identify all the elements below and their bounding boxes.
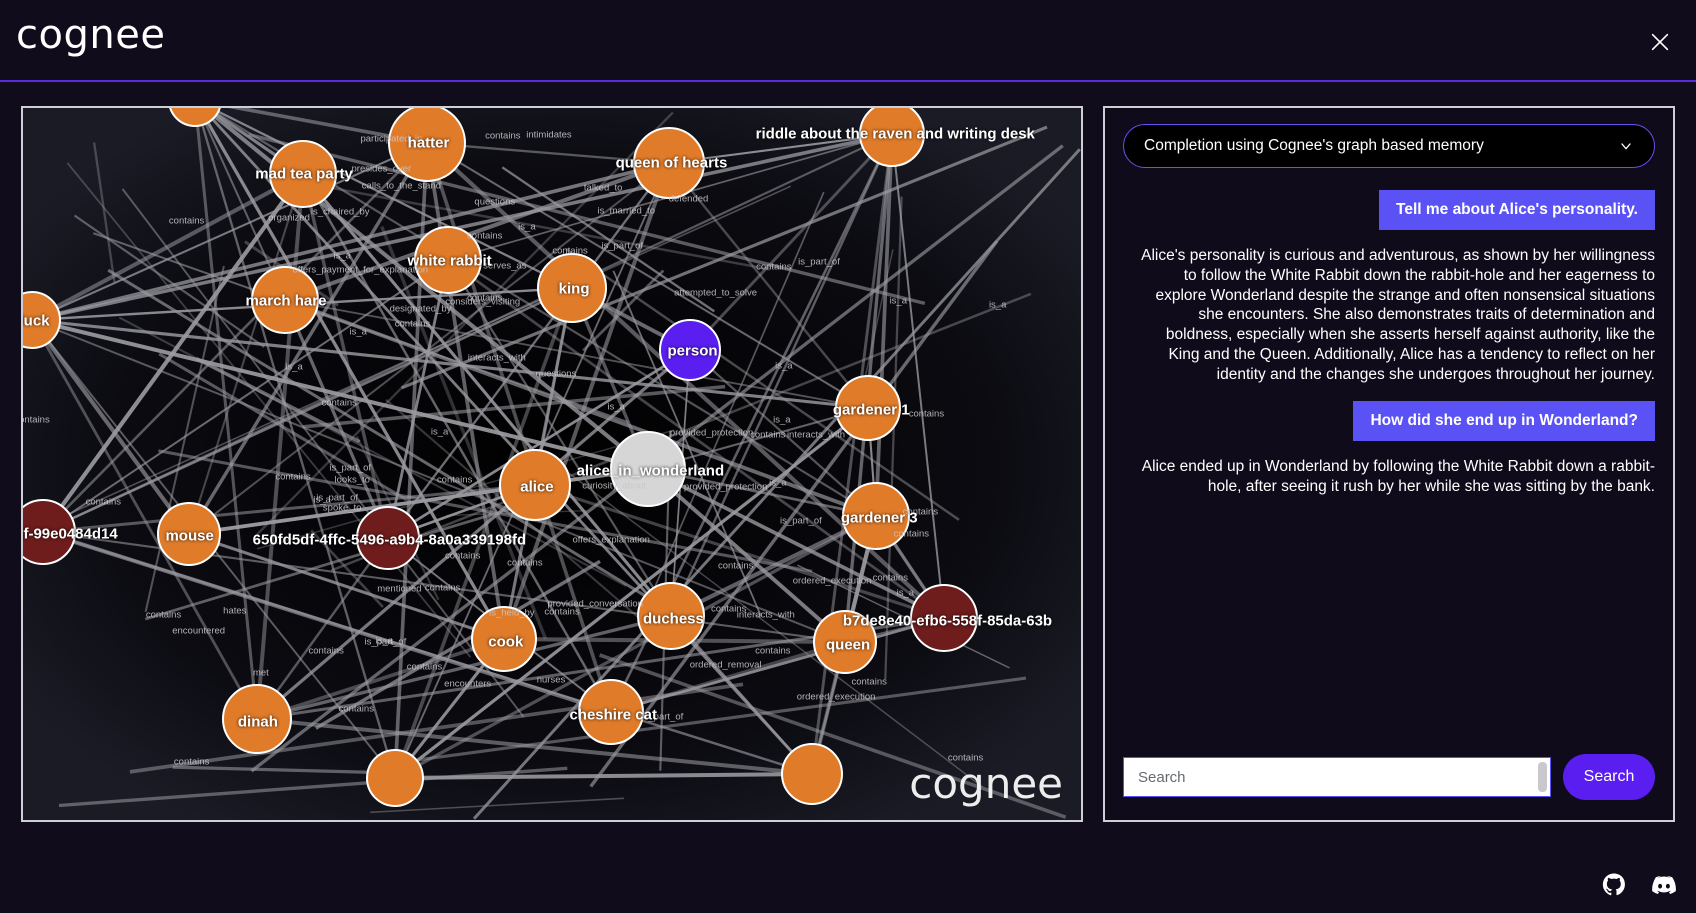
search-submit-button[interactable]: Search bbox=[1563, 754, 1655, 800]
graph-node[interactable] bbox=[414, 226, 482, 294]
chat-message-text: How did she end up in Wonderland? bbox=[1353, 400, 1655, 441]
graph-node[interactable] bbox=[637, 582, 705, 650]
close-button[interactable] bbox=[1638, 20, 1682, 64]
graph-node[interactable] bbox=[356, 506, 420, 570]
graph-visualization-panel[interactable]: contains participated_in contains intimidat… bbox=[21, 106, 1083, 822]
chat-message-user: How did she end up in Wonderland? bbox=[1123, 400, 1655, 441]
graph-node[interactable] bbox=[633, 127, 705, 199]
chat-thread: Tell me about Alice's personality. Alice'… bbox=[1105, 168, 1673, 754]
graph-node[interactable] bbox=[388, 108, 466, 182]
search-mode-value: Completion using Cognee's graph based me… bbox=[1144, 137, 1484, 154]
github-icon[interactable] bbox=[1602, 873, 1626, 897]
graph-node[interactable] bbox=[222, 684, 292, 754]
graph-node[interactable] bbox=[471, 606, 537, 672]
graph-node[interactable] bbox=[659, 319, 721, 381]
graph-node[interactable] bbox=[499, 449, 571, 521]
graph-node[interactable] bbox=[610, 431, 686, 507]
graph-node[interactable] bbox=[251, 266, 319, 334]
discord-icon[interactable] bbox=[1652, 873, 1676, 897]
chat-message-assistant: Alice ended up in Wonderland by followin… bbox=[1123, 457, 1655, 497]
graph-nodes[interactable] bbox=[23, 108, 978, 807]
chat-message-user: Tell me about Alice's personality. bbox=[1123, 190, 1655, 230]
chat-panel: Completion using Cognee's graph based me… bbox=[1103, 106, 1675, 822]
chat-message-text: Tell me about Alice's personality. bbox=[1379, 190, 1655, 230]
graph-node[interactable] bbox=[781, 743, 843, 805]
graph-node[interactable] bbox=[23, 499, 76, 565]
graph-node[interactable] bbox=[835, 375, 901, 441]
graph-node[interactable] bbox=[269, 140, 337, 208]
chevron-down-icon bbox=[1621, 143, 1631, 150]
app-header: cognee bbox=[0, 0, 1696, 82]
search-input[interactable] bbox=[1123, 757, 1551, 797]
graph-node[interactable] bbox=[366, 749, 424, 807]
chat-message-assistant: Alice's personality is curious and adven… bbox=[1123, 246, 1655, 385]
graph-node[interactable] bbox=[169, 108, 221, 127]
close-icon bbox=[1651, 33, 1669, 51]
footer-social-links bbox=[1602, 873, 1676, 897]
graph-node[interactable] bbox=[859, 108, 925, 167]
workspace: contains participated_in contains intimidat… bbox=[0, 82, 1696, 913]
chat-message-text: Alice ended up in Wonderland by followin… bbox=[1141, 457, 1655, 495]
graph-canvas[interactable]: contains participated_in contains intimidat… bbox=[23, 108, 1081, 820]
search-bar: Search bbox=[1105, 754, 1673, 820]
graph-svg bbox=[23, 108, 1081, 820]
graph-node[interactable] bbox=[910, 584, 978, 652]
graph-node[interactable] bbox=[157, 502, 221, 566]
search-mode-dropdown[interactable]: Completion using Cognee's graph based me… bbox=[1123, 124, 1655, 168]
brand-logo: cognee bbox=[16, 12, 166, 58]
graph-node[interactable] bbox=[578, 679, 644, 745]
graph-node[interactable] bbox=[23, 291, 61, 349]
chat-message-text: Alice's personality is curious and adven… bbox=[1141, 247, 1655, 383]
graph-node[interactable] bbox=[813, 610, 877, 674]
graph-node[interactable] bbox=[842, 482, 910, 550]
graph-node[interactable] bbox=[537, 253, 607, 323]
